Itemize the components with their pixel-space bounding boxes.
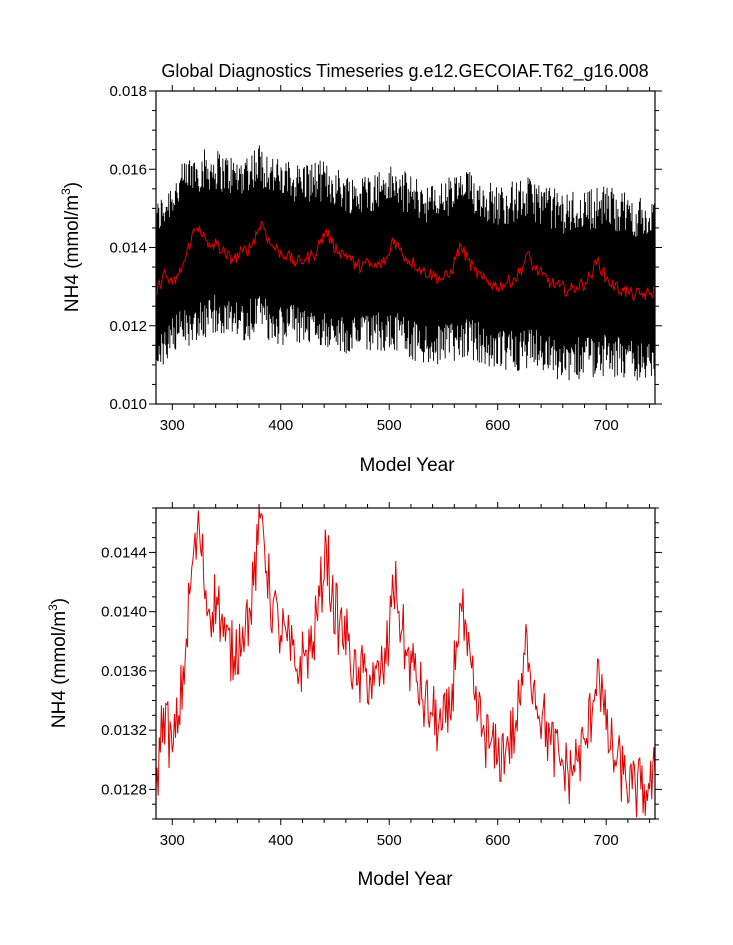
x-tick-label: 700 (594, 832, 619, 849)
bottom-y-axis-label-close: ) (49, 598, 70, 604)
top-panel: Global Diagnostics Timeseries g.e12.GECO… (59, 61, 662, 476)
top-x-tick-labels: 300 400 500 600 700 (160, 417, 619, 434)
bottom-y-tick-labels: 0.0128 0.0132 0.0136 0.0140 0.0144 (101, 544, 147, 798)
chart-title: Global Diagnostics Timeseries g.e12.GECO… (161, 61, 648, 82)
x-tick-label: 600 (485, 417, 510, 434)
bottom-y-axis-label-sup: 3 (46, 604, 60, 611)
x-tick-label: 700 (594, 417, 619, 434)
bottom-x-axis-label: Model Year (357, 869, 453, 890)
x-tick-label: 400 (268, 417, 293, 434)
series-line-annual (156, 220, 655, 302)
x-tick-label: 400 (268, 832, 293, 849)
top-y-axis-label-close: ) (62, 182, 83, 188)
top-y-tick-labels: 0.010 0.012 0.014 0.016 0.018 (109, 83, 147, 413)
y-tick-label: 0.012 (109, 318, 147, 335)
top-y-axis-label-sup: 3 (59, 188, 73, 195)
top-plot-area (149, 85, 662, 410)
y-tick-label: 0.018 (109, 83, 147, 100)
y-tick-label: 0.014 (109, 240, 147, 257)
series-line-annual (156, 508, 655, 818)
x-tick-label: 500 (377, 832, 402, 849)
bottom-panel: 0.0128 0.0132 0.0136 0.0140 0.0144 300 400 500… (46, 502, 662, 890)
bottom-y-axis-label: NH4 (mmol/m3) (46, 598, 70, 728)
top-y-axis-label-main: NH4 (mmol/m (62, 195, 83, 312)
x-tick-label: 500 (377, 417, 402, 434)
series-layer (156, 508, 655, 818)
y-tick-label: 0.0132 (101, 722, 147, 739)
x-tick-label: 600 (485, 832, 510, 849)
axis-ticks (149, 85, 662, 410)
top-x-axis-label: Model Year (359, 455, 455, 476)
bottom-y-axis-label-main: NH4 (mmol/m (49, 611, 70, 728)
x-tick-label: 300 (160, 417, 185, 434)
y-tick-label: 0.0140 (101, 604, 147, 621)
y-tick-label: 0.0144 (101, 544, 147, 561)
bottom-x-tick-labels: 300 400 500 600 700 (160, 832, 619, 849)
y-tick-label: 0.016 (109, 161, 147, 178)
y-tick-label: 0.0136 (101, 663, 147, 680)
bottom-plot-area (149, 502, 662, 825)
x-tick-label: 300 (160, 832, 185, 849)
y-tick-label: 0.0128 (101, 781, 147, 798)
y-tick-label: 0.010 (109, 396, 147, 413)
series-layer (156, 145, 655, 381)
top-y-axis-label: NH4 (mmol/m3) (59, 182, 83, 312)
plot-frame (155, 507, 656, 820)
axis-ticks (149, 502, 662, 825)
